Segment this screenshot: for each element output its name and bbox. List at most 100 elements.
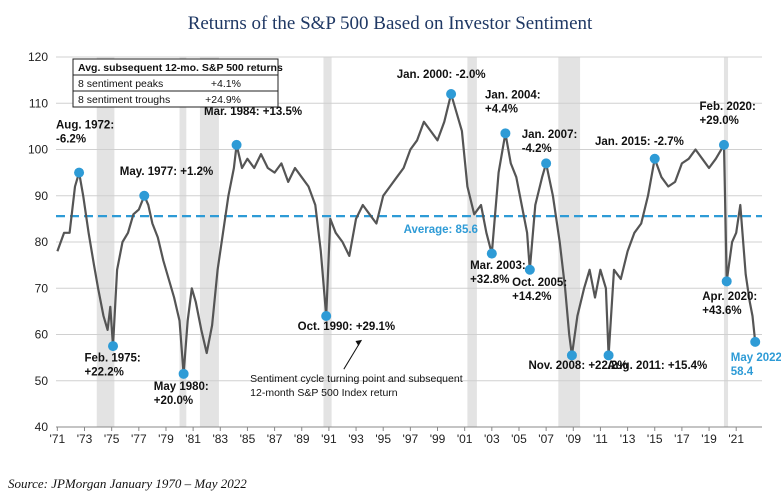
point-annotation-line: Mar. 1984: +13.5% bbox=[204, 106, 302, 118]
peak-point bbox=[139, 190, 150, 201]
point-annotation-line: +32.8% bbox=[470, 274, 509, 286]
x-tick-label: '21 bbox=[728, 432, 744, 446]
sentiment-line bbox=[56, 92, 757, 375]
point-annotation: Jan. 2004: +4.4% bbox=[485, 90, 541, 116]
x-tick-label: '75 bbox=[104, 432, 120, 446]
point-annotation: Oct. 2005: +14.2% bbox=[512, 277, 567, 303]
summary-row-label: 8 sentiment troughs bbox=[78, 94, 170, 106]
point-annotation-line: +29.0% bbox=[700, 115, 739, 127]
trough-point bbox=[178, 368, 189, 379]
point-annotation: Feb. 1975: +22.2% bbox=[85, 352, 141, 378]
summary-box-frame bbox=[72, 58, 279, 108]
x-tick-label: '71 bbox=[50, 432, 66, 446]
y-tick-label: 100 bbox=[28, 143, 48, 157]
average-line-group: Average: 85.6 bbox=[56, 215, 762, 236]
x-tick-label: '79 bbox=[158, 432, 174, 446]
average-label: Average: 85.6 bbox=[404, 224, 478, 236]
point-annotation-line: +20.0% bbox=[154, 395, 193, 407]
point-annotation: Feb. 2020: +29.0% bbox=[700, 101, 756, 127]
point-annotation-line: Feb. 1975: bbox=[85, 352, 141, 364]
x-tick-label: '97 bbox=[403, 432, 419, 446]
point-annotation-line: Oct. 1990: +29.1% bbox=[298, 321, 396, 333]
point-annotation-line: +22.2% bbox=[85, 366, 124, 378]
trough-point bbox=[566, 350, 577, 361]
point-annotation: Nov. 2008: +22.2% bbox=[528, 360, 627, 372]
point-annotation: Apr. 2020: +43.6% bbox=[702, 291, 757, 317]
point-annotation-line: Feb. 2020: bbox=[700, 101, 756, 113]
trough-point bbox=[486, 248, 497, 259]
trough-point bbox=[108, 341, 119, 352]
peak-point bbox=[541, 158, 552, 169]
trough-point bbox=[321, 311, 332, 321]
x-tick-label: '05 bbox=[511, 432, 527, 446]
x-tick-label: '07 bbox=[538, 432, 554, 446]
note-arrow-head bbox=[355, 340, 362, 347]
y-tick-label: 60 bbox=[35, 328, 49, 342]
point-annotation: May 1980: +20.0% bbox=[154, 381, 209, 407]
point-annotation-line: -4.2% bbox=[522, 143, 552, 155]
peak-point bbox=[74, 167, 85, 178]
point-annotation-line: +43.6% bbox=[702, 305, 741, 317]
axes: 40 50 60 70 80 90 100 110 120 '71 '73 '75 '77 '79 '81 '… bbox=[28, 50, 762, 446]
summary-box-header: Avg. subsequent 12-mo. S&P 500 returns bbox=[78, 62, 283, 74]
legend-note: Sentiment cycle turning point and subseq… bbox=[250, 373, 463, 399]
y-tick-label: 80 bbox=[35, 235, 49, 249]
point-annotation: Jan. 2007: -4.2% bbox=[522, 129, 578, 155]
y-tick-label: 70 bbox=[35, 281, 49, 295]
point-annotation: Aug. 1972: -6.2% bbox=[56, 120, 114, 146]
point-annotation: Oct. 1990: +29.1% bbox=[298, 321, 396, 333]
point-annotation-line: Jan. 2015: -2.7% bbox=[595, 136, 684, 148]
legend-note-line: Sentiment cycle turning point and subseq… bbox=[250, 373, 463, 385]
x-tick-label: '03 bbox=[484, 432, 500, 446]
x-tick-label: '85 bbox=[240, 432, 256, 446]
x-tick-label: '89 bbox=[294, 432, 310, 446]
summary-row-value: +24.9% bbox=[205, 94, 241, 106]
trough-point bbox=[721, 276, 732, 287]
point-annotation: Mar. 2003: +32.8% bbox=[470, 260, 526, 286]
x-tick-label: '01 bbox=[457, 432, 473, 446]
point-annotation-line: Oct. 2005: bbox=[512, 277, 567, 289]
point-annotation-line: +14.2% bbox=[512, 291, 551, 303]
source-note: Source: JPMorgan January 1970 – May 2022 bbox=[8, 476, 247, 491]
y-tick-label: 50 bbox=[35, 374, 49, 388]
x-tick-label: '11 bbox=[593, 432, 608, 446]
x-tick-label: '81 bbox=[185, 432, 201, 446]
trough-point bbox=[603, 350, 614, 361]
point-annotation-line: Nov. 2008: +22.2% bbox=[528, 360, 627, 372]
x-tick-label: '77 bbox=[131, 432, 147, 446]
summary-row-value: +4.1% bbox=[211, 78, 241, 90]
sentiment-series bbox=[56, 92, 757, 375]
peak-point bbox=[718, 139, 729, 150]
point-annotation-line: Aug. 1972: bbox=[56, 120, 114, 132]
point-annotation: Jan. 2000: -2.0% bbox=[397, 69, 486, 81]
legend-note-line: 12-month S&P 500 Index return bbox=[250, 387, 398, 399]
point-annotation: May. 1977: +1.2% bbox=[120, 166, 213, 178]
chart-title: Returns of the S&P 500 Based on Investor… bbox=[188, 13, 593, 34]
x-tick-label: '87 bbox=[267, 432, 283, 446]
point-annotation-line: -6.2% bbox=[56, 134, 86, 146]
point-annotation-line: Mar. 2003: bbox=[470, 260, 526, 272]
annotation-labels: Aug. 1972: -6.2% May. 1977: +1.2% Mar. 1984… bbox=[56, 69, 781, 407]
x-tick-label: '91 bbox=[321, 432, 337, 446]
point-annotation-line: May 1980: bbox=[154, 381, 209, 393]
y-tick-label: 40 bbox=[35, 420, 49, 434]
point-annotation-line: Jan. 2007: bbox=[522, 129, 578, 141]
summary-row-label: 8 sentiment peaks bbox=[78, 78, 163, 90]
x-tick-label: '95 bbox=[375, 432, 391, 446]
peak-point bbox=[231, 139, 242, 150]
point-annotation-line: May. 1977: +1.2% bbox=[120, 166, 213, 178]
peak-point bbox=[500, 128, 511, 139]
current-annotation-line: 58.4 bbox=[731, 366, 754, 378]
x-tick-label: '99 bbox=[430, 432, 446, 446]
x-tick-label: '73 bbox=[77, 432, 93, 446]
x-tick-label: '09 bbox=[565, 432, 581, 446]
point-annotation: Mar. 1984: +13.5% bbox=[204, 106, 302, 118]
x-tick-label: '13 bbox=[620, 432, 636, 446]
point-annotation: Jan. 2015: -2.7% bbox=[595, 136, 684, 148]
summary-box: Avg. subsequent 12-mo. S&P 500 returns 8 … bbox=[72, 58, 283, 108]
y-tick-label: 90 bbox=[35, 189, 49, 203]
point-annotation-line: +4.4% bbox=[485, 104, 518, 116]
x-tick-label: '19 bbox=[701, 432, 717, 446]
trough-point bbox=[524, 264, 535, 275]
